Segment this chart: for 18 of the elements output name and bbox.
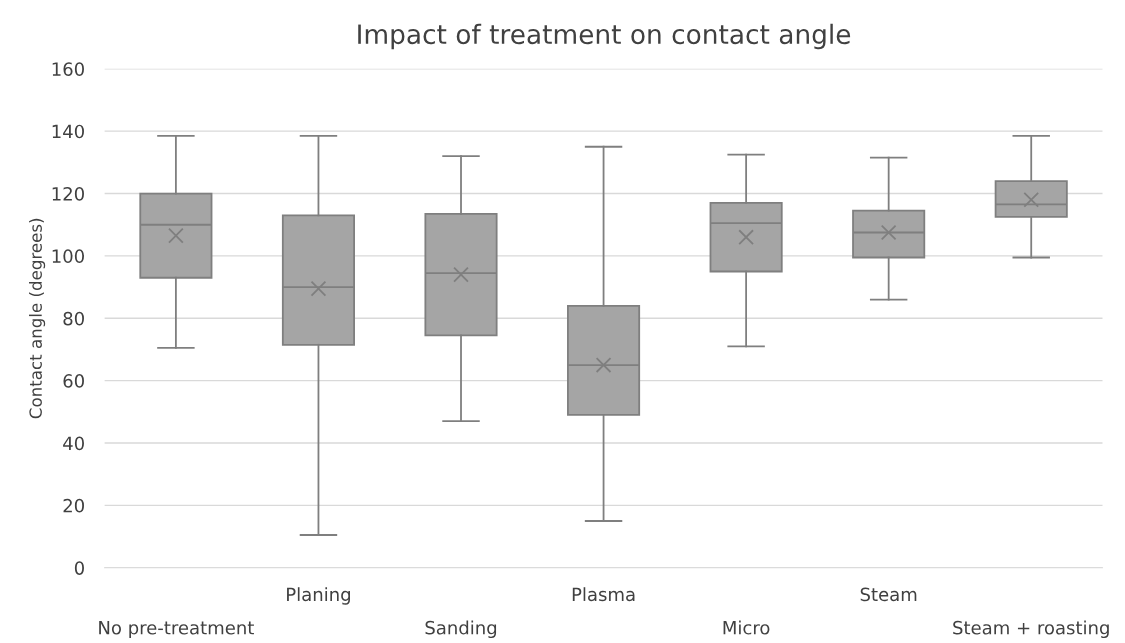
x-tick-label: Plasma xyxy=(572,587,635,602)
x-tick-label: Steam xyxy=(860,587,917,602)
x-tick-label: Micro xyxy=(723,620,770,635)
y-tick-label: 40 xyxy=(63,436,84,451)
y-tick-label: 20 xyxy=(63,498,84,513)
x-tick-label: Planing xyxy=(287,587,350,605)
y-tick-label: 160 xyxy=(52,62,84,76)
y-tick-label: 60 xyxy=(63,374,84,388)
y-tick-label: 120 xyxy=(52,187,84,201)
y-tick-label: 0 xyxy=(74,561,84,575)
x-tick-label: No pre-treatment xyxy=(99,621,254,639)
y-axis-title: Contact angle (degrees) xyxy=(29,218,46,419)
x-tick-label: Sanding xyxy=(425,620,497,639)
x-tick-label: Steam + roasting xyxy=(953,620,1109,639)
y-tick-label: 100 xyxy=(52,249,84,264)
y-tick-label: 80 xyxy=(63,311,84,326)
y-tick-label: 140 xyxy=(52,124,84,139)
chart-title: Impact of treatment on contact angle xyxy=(358,23,851,50)
